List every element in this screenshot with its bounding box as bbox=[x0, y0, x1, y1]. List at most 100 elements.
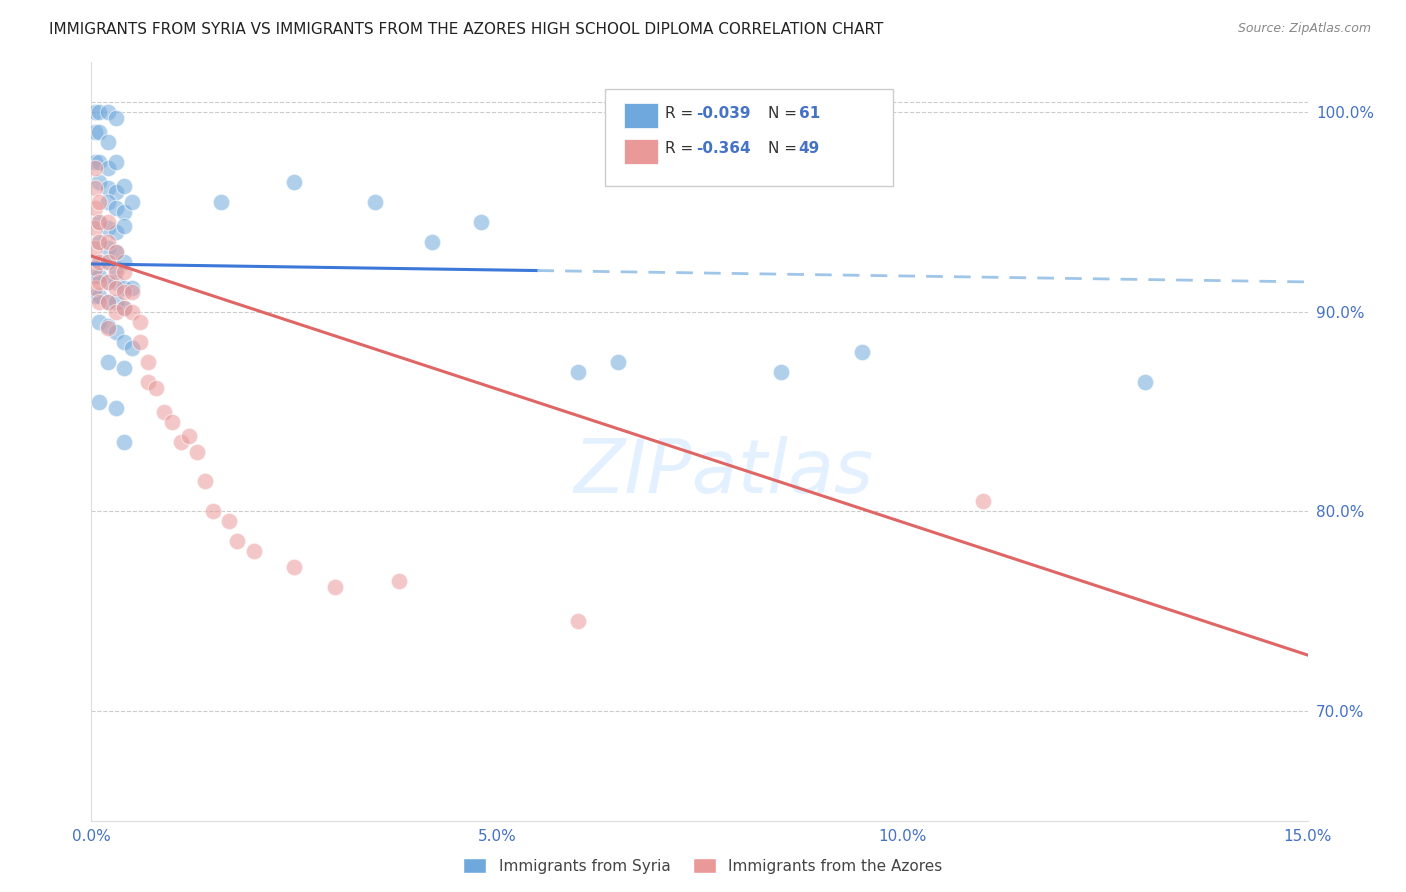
Point bbox=[97, 221, 120, 235]
Point bbox=[84, 260, 107, 275]
Point bbox=[104, 401, 127, 415]
Point bbox=[104, 185, 127, 199]
Point bbox=[420, 235, 443, 249]
Point bbox=[97, 241, 120, 255]
Point bbox=[769, 365, 792, 379]
Point bbox=[89, 235, 111, 249]
Point bbox=[89, 155, 111, 169]
Point bbox=[112, 360, 135, 375]
Point bbox=[364, 195, 387, 210]
Point bbox=[121, 285, 143, 299]
Point bbox=[104, 244, 127, 259]
Point bbox=[567, 365, 589, 379]
Point bbox=[89, 255, 111, 269]
Point bbox=[112, 255, 135, 269]
Point bbox=[89, 255, 111, 269]
Point bbox=[104, 225, 127, 239]
Point bbox=[851, 344, 873, 359]
Point bbox=[283, 175, 305, 189]
Point bbox=[121, 305, 143, 319]
Point bbox=[104, 244, 127, 259]
Point bbox=[121, 341, 143, 355]
Point bbox=[129, 334, 152, 349]
Point bbox=[470, 215, 492, 229]
Point bbox=[84, 268, 107, 283]
Point bbox=[112, 179, 135, 194]
Point bbox=[323, 580, 346, 594]
Text: R =: R = bbox=[665, 142, 699, 156]
Point bbox=[97, 355, 120, 369]
Point bbox=[104, 260, 127, 275]
Text: 61: 61 bbox=[799, 106, 820, 120]
Point bbox=[84, 155, 107, 169]
Text: ZIPatlas: ZIPatlas bbox=[574, 436, 875, 508]
Point bbox=[242, 544, 264, 558]
Text: N =: N = bbox=[768, 106, 801, 120]
Point bbox=[121, 195, 143, 210]
Text: -0.039: -0.039 bbox=[696, 106, 751, 120]
Point bbox=[104, 305, 127, 319]
Point bbox=[186, 444, 208, 458]
Point bbox=[226, 534, 249, 549]
Text: -0.364: -0.364 bbox=[696, 142, 751, 156]
Point bbox=[104, 265, 127, 279]
Point bbox=[84, 161, 107, 176]
Point bbox=[136, 355, 159, 369]
Point bbox=[97, 318, 120, 333]
Point bbox=[388, 574, 411, 589]
Point bbox=[84, 201, 107, 215]
Point bbox=[84, 125, 107, 139]
Legend: Immigrants from Syria, Immigrants from the Azores: Immigrants from Syria, Immigrants from t… bbox=[457, 852, 949, 880]
Text: Source: ZipAtlas.com: Source: ZipAtlas.com bbox=[1237, 22, 1371, 36]
Point bbox=[89, 235, 111, 249]
Text: N =: N = bbox=[768, 142, 801, 156]
Point bbox=[112, 301, 135, 315]
Point bbox=[283, 560, 305, 574]
Point bbox=[607, 355, 630, 369]
Point bbox=[97, 235, 120, 249]
Point bbox=[104, 325, 127, 339]
Point bbox=[89, 105, 111, 120]
Point bbox=[97, 181, 120, 195]
Point bbox=[145, 381, 167, 395]
Point bbox=[89, 195, 111, 210]
Text: 49: 49 bbox=[799, 142, 820, 156]
Point bbox=[97, 255, 120, 269]
Point bbox=[84, 181, 107, 195]
Point bbox=[97, 275, 120, 289]
Point bbox=[104, 201, 127, 215]
Point bbox=[169, 434, 191, 449]
Point bbox=[136, 375, 159, 389]
Point bbox=[89, 175, 111, 189]
Text: R =: R = bbox=[665, 106, 699, 120]
Point bbox=[121, 281, 143, 295]
Point bbox=[104, 294, 127, 309]
Point bbox=[97, 161, 120, 176]
Point bbox=[89, 275, 111, 289]
Point bbox=[84, 289, 107, 303]
Point bbox=[112, 265, 135, 279]
Point bbox=[84, 221, 107, 235]
Point bbox=[112, 434, 135, 449]
Point bbox=[153, 404, 176, 418]
Point bbox=[84, 105, 107, 120]
Point bbox=[89, 215, 111, 229]
Point bbox=[97, 255, 120, 269]
Point bbox=[104, 112, 127, 126]
Point bbox=[972, 494, 994, 508]
Point bbox=[89, 215, 111, 229]
Point bbox=[84, 241, 107, 255]
Point bbox=[89, 315, 111, 329]
Point bbox=[194, 475, 217, 489]
Point bbox=[89, 268, 111, 283]
Point bbox=[97, 275, 120, 289]
Point bbox=[202, 504, 225, 518]
Point bbox=[648, 833, 671, 847]
Point bbox=[112, 334, 135, 349]
Point bbox=[112, 205, 135, 219]
Point bbox=[97, 294, 120, 309]
Point bbox=[89, 294, 111, 309]
Point bbox=[97, 135, 120, 149]
Point bbox=[209, 195, 232, 210]
Point bbox=[97, 105, 120, 120]
